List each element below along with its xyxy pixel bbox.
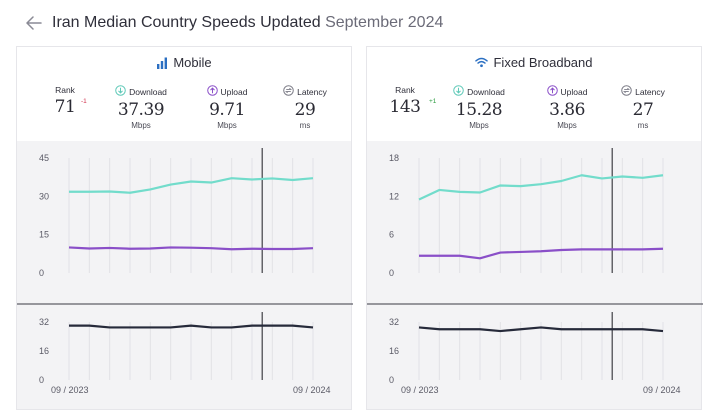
mobile-speed-upload-line [68,246,314,251]
fixed-chart[interactable]: 0 6 12 18 0 16 32 09 / 2023 09 / 2024 [367,143,703,411]
fixed-xtick-label-end: 09 / 2024 [643,385,681,395]
fixed-card: Fixed Broadband Rank 143 +1 Download 15.… [366,46,703,411]
wifi-icon [475,57,489,68]
fixed-speed-upload-line [419,247,664,260]
rank-value: 143 [389,97,421,117]
fixed-latency-ytick-label: 16 [389,346,399,356]
fixed-speed-ytick-label: 6 [389,230,394,240]
rank-label: Rank [55,85,75,95]
latency-label: Latency [635,86,665,97]
page-title: Iran Median Country Speeds Updated Septe… [52,14,443,32]
download-icon [453,85,464,98]
mobile-chart[interactable]: 0 15 30 45 0 16 32 09 / 2023 09 / 2024 [17,143,353,411]
fixed-latency-ytick-label: 0 [389,375,394,385]
back-arrow-icon[interactable] [26,14,44,32]
latency-value: 29 [294,100,316,120]
fixed-xtick-label-start: 09 / 2023 [401,385,439,395]
mobile-speed-download-line [69,177,314,194]
upload-label: Upload [220,86,248,97]
mobile-xtick-label-start: 09 / 2023 [51,385,89,395]
fixed-speed-ytick-label: 18 [389,153,399,163]
upload-unit: Mbps [557,121,577,130]
page-header: Iran Median Country Speeds Updated Septe… [26,10,443,36]
mobile-speed-ytick-label: 0 [39,268,44,278]
page-title-main: Iran Median Country Speeds Updated [52,14,321,31]
fixed-download: Download 15.28 Mbps [447,85,511,130]
mobile-card: Mobile Rank 71 -1 Download 37.39 Mbps Up… [16,46,353,411]
rank-delta: +1 [429,98,437,105]
download-label: Download [129,86,167,97]
page-title-date: September 2024 [325,14,444,31]
signal-bars-icon [156,57,168,69]
fixed-card-title: Fixed Broadband [367,55,701,70]
mobile-rank: Rank 71 -1 [45,85,87,117]
fixed-rank: Rank 143 +1 [385,85,437,117]
mobile-upload: Upload 9.71 Mbps [197,85,257,130]
latency-icon [621,85,632,98]
download-unit: Mbps [469,121,489,130]
mobile-latency-ytick-label: 16 [39,346,49,356]
fixed-speed-ytick-label: 12 [389,191,399,201]
mobile-speed-ytick-label: 45 [39,153,49,163]
fixed-summary: Fixed Broadband Rank 143 +1 Download 15.… [367,47,701,141]
download-icon [115,85,126,98]
mobile-latency-ytick-label: 0 [39,375,44,385]
fixed-speed-ytick-label: 0 [389,268,394,278]
mobile-xtick-label-end: 09 / 2024 [293,385,331,395]
mobile-latency-ytick-label: 32 [39,317,49,327]
mobile-speed-ytick-label: 15 [39,230,49,240]
download-value: 15.28 [455,100,503,120]
mobile-latency: Latency 29 ms [275,85,335,130]
mobile-title-label: Mobile [173,55,212,70]
latency-icon [283,85,294,98]
mobile-download: Download 37.39 Mbps [109,85,173,130]
download-unit: Mbps [131,121,151,130]
upload-value: 9.71 [209,100,245,120]
mobile-card-title: Mobile [17,55,351,70]
fixed-latency-ytick-label: 32 [389,317,399,327]
download-label: Download [467,86,505,97]
latency-value: 27 [632,100,654,120]
latency-unit: ms [299,121,311,130]
fixed-latency-latency-line [418,326,664,333]
mobile-speed-ytick-label: 30 [39,191,49,201]
upload-icon [206,85,218,98]
fixed-upload: Upload 3.86 Mbps [537,85,597,130]
download-value: 37.39 [117,100,165,120]
fixed-title-label: Fixed Broadband [493,55,593,70]
fixed-speed-download-line [418,174,664,201]
upload-unit: Mbps [217,121,237,130]
rank-value: 71 [54,97,76,117]
upload-icon [546,85,558,98]
upload-label: Upload [560,86,588,97]
rank-label: Rank [395,85,415,95]
fixed-latency: Latency 27 ms [613,85,673,130]
latency-label: Latency [297,86,327,97]
upload-value: 3.86 [549,100,585,120]
latency-unit: ms [637,121,649,130]
mobile-summary: Mobile Rank 71 -1 Download 37.39 Mbps Up… [17,47,351,141]
mobile-latency-latency-line [69,324,314,329]
rank-delta: -1 [81,98,87,105]
